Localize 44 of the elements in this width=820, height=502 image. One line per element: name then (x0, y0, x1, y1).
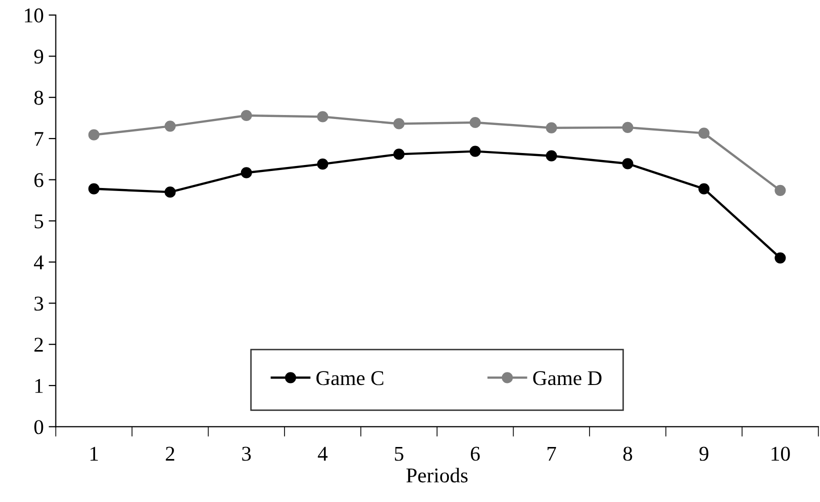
point (774, 252, 786, 264)
x-axis-title: Periods (406, 468, 468, 482)
x-tick-label: 6 (470, 446, 480, 461)
y-tick-label: 5 (34, 214, 44, 228)
y-tick-label: 0 (34, 420, 44, 434)
y-tick-label: 3 (34, 296, 44, 311)
point (393, 118, 404, 130)
point (622, 122, 634, 133)
x-tick-label: 3 (242, 446, 251, 461)
y-tick-label: 4 (34, 256, 44, 270)
y-tick-label: 2 (34, 338, 43, 352)
legend-label: Game D (533, 371, 602, 386)
x-tick-label: 5 (394, 446, 404, 461)
point (546, 150, 558, 162)
point (240, 110, 252, 122)
point (317, 111, 328, 122)
y-tick-label: 9 (34, 50, 44, 64)
point (622, 158, 634, 170)
point (774, 184, 786, 196)
point (470, 116, 481, 128)
x-tick-label: 9 (699, 446, 708, 461)
point (698, 128, 710, 139)
y-tick-label: 1 (35, 379, 43, 393)
y-tick-label: 8 (34, 90, 44, 105)
point (164, 186, 176, 198)
x-tick-label: 4 (318, 446, 328, 461)
x-tick-label: 1 (90, 446, 98, 461)
y-tick-label: 6 (34, 173, 44, 188)
point (164, 120, 176, 132)
x-tick-label: 10 (772, 446, 790, 461)
point (317, 158, 328, 170)
point (470, 146, 481, 157)
point (393, 148, 404, 160)
x-tick-label: 2 (166, 446, 174, 461)
y-tick-label: 7 (34, 132, 44, 146)
x-tick-label: 8 (623, 446, 632, 461)
point (546, 122, 558, 134)
y-tick-label: 10 (24, 8, 44, 22)
legend-label: Game C (316, 371, 384, 386)
x-tick-label: 7 (548, 446, 556, 461)
point (88, 129, 100, 140)
point (698, 183, 710, 194)
point (240, 167, 252, 178)
point (88, 183, 100, 194)
